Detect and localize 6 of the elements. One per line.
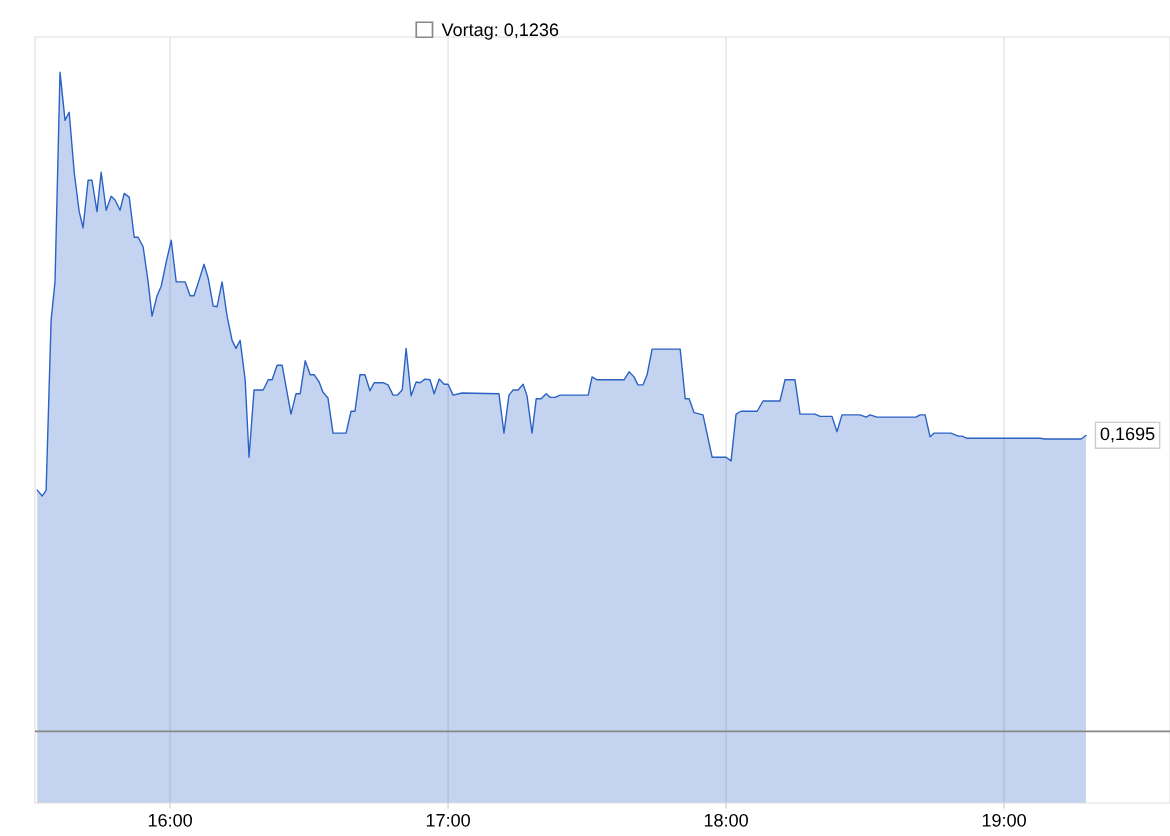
x-tick-label: 18:00 (704, 813, 748, 827)
x-tick-label: 16:00 (148, 813, 192, 827)
annotation: 0,1695 (1100, 427, 1155, 443)
x-tick-label: 19:00 (982, 813, 1026, 827)
text: Vortag: 0,1236 (441, 23, 559, 40)
x-tick-label: 17:00 (426, 813, 470, 827)
